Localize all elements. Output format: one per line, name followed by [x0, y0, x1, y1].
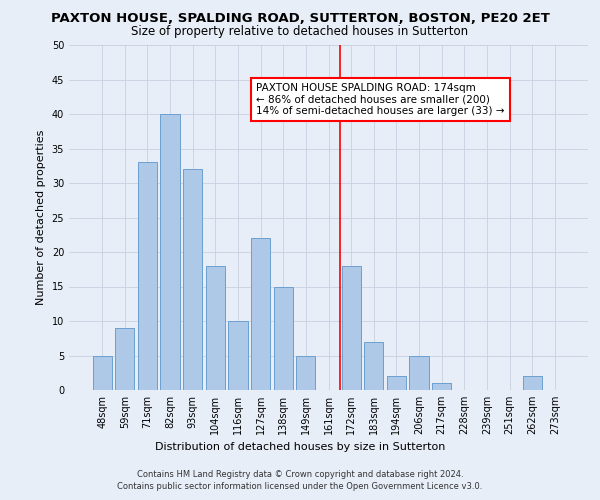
- Bar: [92, 356, 112, 390]
- Bar: [409, 356, 428, 390]
- Text: Distribution of detached houses by size in Sutterton: Distribution of detached houses by size …: [155, 442, 445, 452]
- Text: PAXTON HOUSE, SPALDING ROAD, SUTTERTON, BOSTON, PE20 2ET: PAXTON HOUSE, SPALDING ROAD, SUTTERTON, …: [50, 12, 550, 26]
- Bar: [251, 238, 270, 390]
- Bar: [523, 376, 542, 390]
- Bar: [206, 266, 225, 390]
- Bar: [296, 356, 316, 390]
- Text: Size of property relative to detached houses in Sutterton: Size of property relative to detached ho…: [131, 25, 469, 38]
- Bar: [274, 286, 293, 390]
- Bar: [387, 376, 406, 390]
- Text: PAXTON HOUSE SPALDING ROAD: 174sqm
← 86% of detached houses are smaller (200)
14: PAXTON HOUSE SPALDING ROAD: 174sqm ← 86%…: [256, 83, 505, 116]
- Bar: [229, 321, 248, 390]
- Bar: [432, 383, 451, 390]
- Bar: [183, 169, 202, 390]
- Text: Contains HM Land Registry data © Crown copyright and database right 2024.: Contains HM Land Registry data © Crown c…: [137, 470, 463, 479]
- Bar: [115, 328, 134, 390]
- Bar: [160, 114, 180, 390]
- Bar: [364, 342, 383, 390]
- Y-axis label: Number of detached properties: Number of detached properties: [36, 130, 46, 305]
- Bar: [138, 162, 157, 390]
- Bar: [341, 266, 361, 390]
- Text: Contains public sector information licensed under the Open Government Licence v3: Contains public sector information licen…: [118, 482, 482, 491]
